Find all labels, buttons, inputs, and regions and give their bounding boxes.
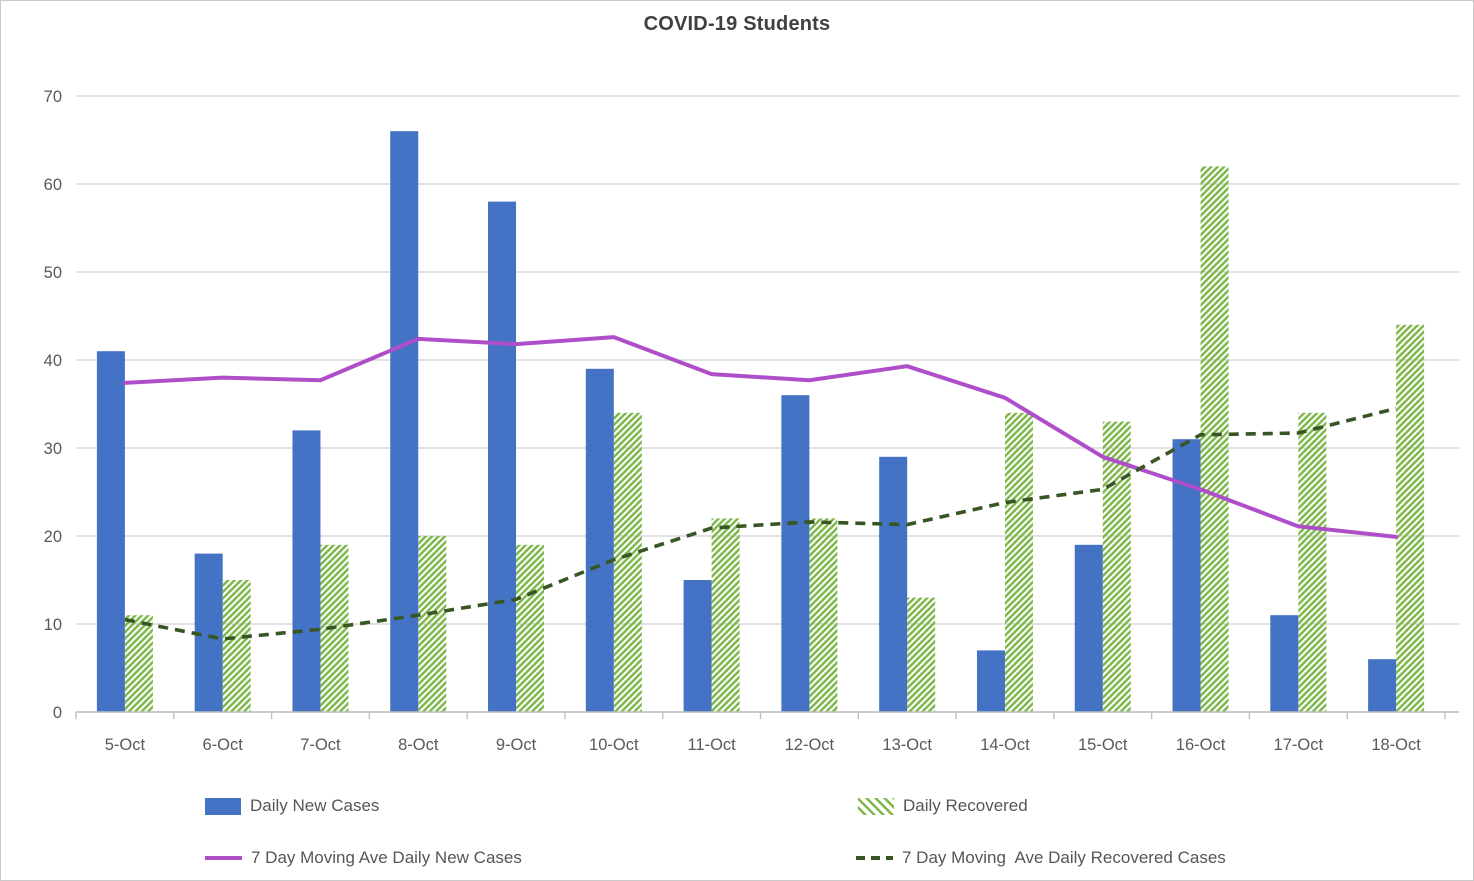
bar-daily-new-cases-14-Oct bbox=[976, 650, 1005, 712]
bar-daily-recovered-8-Oct bbox=[418, 536, 447, 712]
x-axis-label-18-Oct: 18-Oct bbox=[1371, 736, 1421, 754]
bar-daily-new-cases-15-Oct bbox=[1074, 544, 1103, 712]
y-axis-label-60: 60 bbox=[44, 176, 62, 194]
bar-daily-new-cases-17-Oct bbox=[1270, 615, 1299, 712]
bar-daily-recovered-18-Oct bbox=[1396, 324, 1425, 712]
legend-swatch-daily-recovered-icon bbox=[858, 797, 894, 815]
legend-swatch-daily-new-cases-icon bbox=[205, 797, 241, 815]
x-axis-label-17-Oct: 17-Oct bbox=[1274, 736, 1324, 754]
bar-daily-recovered-9-Oct bbox=[516, 544, 545, 712]
x-axis-label-14-Oct: 14-Oct bbox=[980, 736, 1030, 754]
y-axis-label-50: 50 bbox=[44, 264, 62, 282]
bar-daily-new-cases-9-Oct bbox=[488, 201, 517, 712]
x-axis-label-7-Oct: 7-Oct bbox=[300, 736, 341, 754]
x-axis-label-15-Oct: 15-Oct bbox=[1078, 736, 1128, 754]
legend-item-ma-new-cases: 7 Day Moving Ave Daily New Cases bbox=[205, 848, 522, 868]
line-7day-ma-new-cases bbox=[122, 335, 1399, 539]
bar-daily-new-cases-10-Oct bbox=[585, 368, 614, 712]
bar-daily-recovered-15-Oct bbox=[1102, 421, 1131, 712]
bar-daily-new-cases-18-Oct bbox=[1368, 659, 1397, 712]
x-axis-label-9-Oct: 9-Oct bbox=[496, 736, 537, 754]
x-axis-label-16-Oct: 16-Oct bbox=[1176, 736, 1226, 754]
bar-daily-new-cases-7-Oct bbox=[292, 430, 321, 712]
line-7day-ma-recovered bbox=[124, 406, 1397, 641]
y-axis-label-20: 20 bbox=[44, 528, 62, 546]
legend-label-daily-recovered: Daily Recovered bbox=[903, 796, 1028, 815]
legend-item-daily-recovered: Daily Recovered bbox=[858, 796, 1028, 816]
x-axis-label-6-Oct: 6-Oct bbox=[203, 736, 244, 754]
bar-daily-new-cases-13-Oct bbox=[879, 456, 908, 712]
legend-label-ma-recovered: 7 Day Moving Ave Daily Recovered Cases bbox=[902, 848, 1226, 867]
legend-label-ma-new-cases: 7 Day Moving Ave Daily New Cases bbox=[251, 848, 522, 867]
x-axis-label-8-Oct: 8-Oct bbox=[398, 736, 439, 754]
bar-daily-recovered-16-Oct bbox=[1200, 166, 1229, 712]
x-axis-label-5-Oct: 5-Oct bbox=[105, 736, 146, 754]
y-axis-label-10: 10 bbox=[44, 616, 62, 634]
legend-swatch-ma-new-cases-icon bbox=[205, 856, 242, 860]
y-axis-label-70: 70 bbox=[44, 88, 62, 106]
bar-daily-new-cases-11-Oct bbox=[683, 580, 712, 712]
bar-daily-recovered-13-Oct bbox=[907, 597, 936, 712]
y-axis-label-30: 30 bbox=[44, 440, 62, 458]
x-axis-label-12-Oct: 12-Oct bbox=[785, 736, 835, 754]
bar-daily-new-cases-8-Oct bbox=[390, 131, 419, 712]
bar-daily-new-cases-12-Oct bbox=[781, 395, 810, 712]
bar-daily-recovered-10-Oct bbox=[613, 412, 642, 712]
legend-item-ma-recovered: 7 Day Moving Ave Daily Recovered Cases bbox=[856, 848, 1226, 868]
x-axis-label-13-Oct: 13-Oct bbox=[882, 736, 932, 754]
y-axis-label-0: 0 bbox=[53, 704, 62, 722]
x-axis-label-10-Oct: 10-Oct bbox=[589, 736, 639, 754]
bar-daily-recovered-17-Oct bbox=[1298, 412, 1327, 712]
bar-daily-recovered-11-Oct bbox=[711, 518, 740, 712]
x-axis-label-11-Oct: 11-Oct bbox=[687, 736, 736, 754]
bar-daily-new-cases-5-Oct bbox=[96, 351, 125, 712]
legend-label-daily-new-cases: Daily New Cases bbox=[250, 796, 380, 815]
bar-daily-recovered-6-Oct bbox=[222, 580, 251, 712]
y-axis-label-40: 40 bbox=[44, 352, 62, 370]
legend-item-daily-new-cases: Daily New Cases bbox=[205, 796, 379, 816]
bar-daily-recovered-12-Oct bbox=[809, 518, 838, 712]
bar-daily-recovered-5-Oct bbox=[124, 615, 153, 712]
chart-title: COVID-19 Students bbox=[643, 13, 831, 35]
bar-daily-recovered-14-Oct bbox=[1004, 412, 1033, 712]
legend-swatch-ma-recovered-icon bbox=[856, 856, 893, 860]
